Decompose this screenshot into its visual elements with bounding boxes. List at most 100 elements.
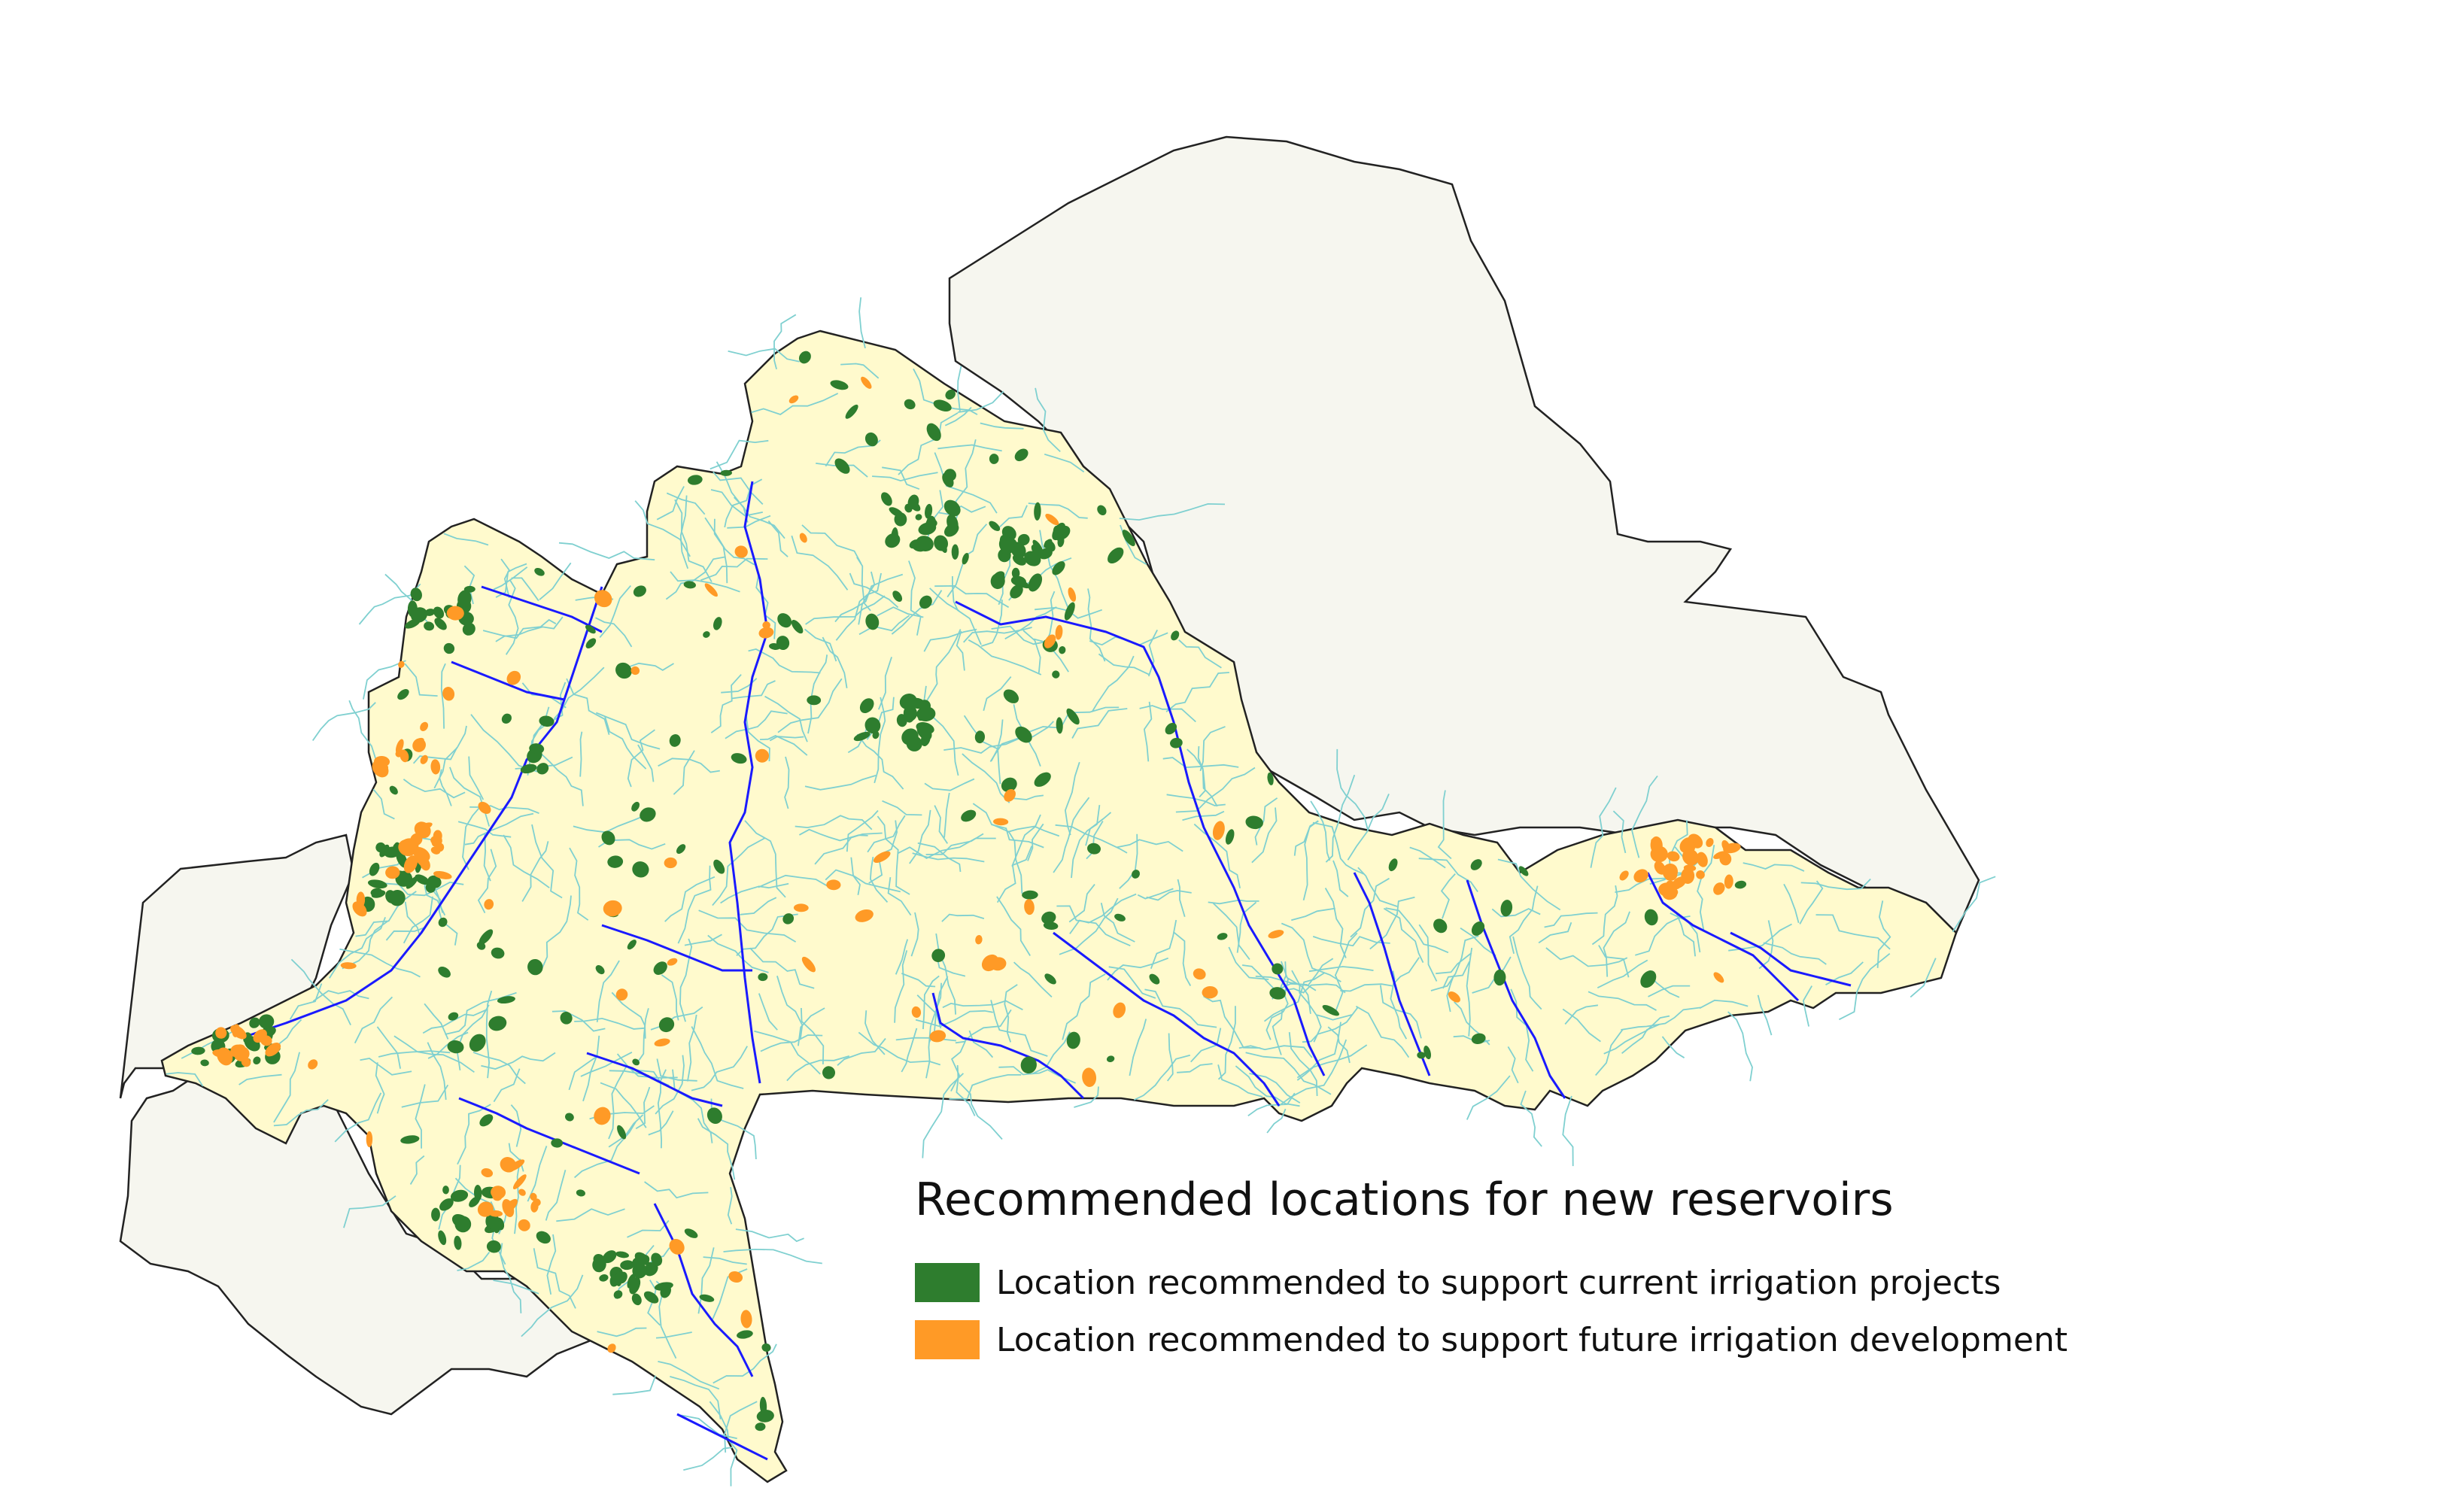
- tributary-stream: [850, 857, 861, 895]
- tributary-stream: [687, 1014, 697, 1082]
- current-irrigation-site: [658, 1017, 675, 1033]
- current-irrigation-site: [1059, 646, 1066, 654]
- current-irrigation-site: [909, 500, 921, 512]
- current-irrigation-site: [1734, 880, 1747, 889]
- current-irrigation-site: [632, 861, 649, 878]
- future-irrigation-site: [442, 687, 455, 701]
- current-irrigation-site: [915, 514, 922, 521]
- tributary-stream: [858, 297, 866, 349]
- tributary-stream: [429, 885, 458, 946]
- tributary-stream: [1800, 878, 1871, 891]
- tributary-stream: [728, 348, 800, 363]
- current-irrigation-site: [595, 965, 605, 975]
- tributary-stream: [422, 1009, 488, 1034]
- future-irrigation-site: [1664, 867, 1678, 882]
- future-irrigation-site: [385, 866, 400, 879]
- tributary-stream: [1044, 453, 1085, 473]
- tributary-stream: [677, 865, 712, 944]
- tributary-stream: [944, 406, 972, 427]
- tributary-stream: [1670, 912, 1701, 953]
- tributary-stream: [874, 697, 886, 784]
- current-irrigation-site: [397, 688, 409, 700]
- tributary-stream: [329, 916, 386, 979]
- tributary-stream: [1697, 845, 1715, 930]
- current-irrigation-site: [534, 567, 545, 576]
- current-irrigation-site: [885, 533, 901, 548]
- future-irrigation-site: [446, 606, 464, 621]
- current-irrigation-site: [1052, 670, 1060, 679]
- tributary-stream: [1011, 814, 1041, 867]
- tributary-stream: [1022, 630, 1041, 673]
- current-irrigation-site: [551, 1138, 564, 1148]
- current-irrigation-site: [407, 600, 418, 618]
- tributary-stream: [949, 1074, 1022, 1100]
- current-irrigation-site: [990, 573, 1005, 590]
- legend-label-future: Location recommended to support future i…: [996, 1320, 2068, 1359]
- tributary-stream: [703, 1256, 747, 1265]
- tributary-stream: [1355, 1006, 1410, 1058]
- tributary-stream: [710, 489, 763, 517]
- future-irrigation-site: [398, 839, 417, 857]
- tributary-stream: [998, 1066, 1076, 1084]
- tributary-stream: [456, 1004, 490, 1071]
- tributary-stream: [404, 901, 421, 936]
- current-irrigation-site: [1043, 921, 1059, 930]
- tributary-stream: [472, 1052, 526, 1085]
- tributary-stream: [664, 876, 716, 922]
- tributary-stream: [1310, 800, 1331, 861]
- current-irrigation-site: [1424, 1046, 1431, 1060]
- current-irrigation-site: [1471, 1033, 1486, 1044]
- tributary-stream: [697, 1118, 736, 1180]
- future-irrigation-site: [873, 851, 891, 864]
- tributary-stream: [943, 736, 1023, 754]
- current-irrigation-site: [1272, 963, 1284, 975]
- legend-item-future-irrigation: Location recommended to support future i…: [915, 1319, 2068, 1360]
- tributary-stream: [834, 573, 904, 623]
- tributary-stream: [495, 616, 564, 642]
- tributary-stream: [670, 1376, 722, 1419]
- future-irrigation-site: [594, 590, 612, 608]
- tributary-stream: [612, 1375, 657, 1395]
- future-irrigation-site: [481, 1168, 494, 1177]
- future-irrigation-site: [607, 1343, 616, 1353]
- current-irrigation-site: [631, 801, 640, 812]
- tributary-stream: [477, 849, 497, 914]
- tributary-stream: [289, 983, 323, 1020]
- tributary-stream: [1266, 1108, 1287, 1134]
- tributary-stream: [1336, 748, 1369, 831]
- tributary-stream: [493, 566, 528, 591]
- current-irrigation-site: [454, 1235, 462, 1250]
- tributary-stream: [723, 1248, 822, 1265]
- tributary-stream: [1134, 1054, 1191, 1101]
- current-irrigation-site: [1470, 859, 1482, 870]
- current-irrigation-site: [703, 631, 710, 638]
- tributary-stream: [710, 674, 742, 733]
- current-irrigation-site: [539, 715, 555, 727]
- tributary-stream: [503, 834, 550, 888]
- tributary-stream: [1564, 1004, 1599, 1025]
- tributary-stream: [1491, 908, 1541, 918]
- tributary-stream: [1087, 588, 1106, 662]
- current-irrigation-site: [438, 917, 448, 928]
- current-irrigation-site: [807, 695, 822, 706]
- future-irrigation-site: [395, 739, 404, 754]
- tributary-stream: [908, 560, 922, 636]
- tributary-stream: [801, 524, 862, 564]
- current-irrigation-site: [501, 713, 512, 724]
- current-irrigation-site: [683, 581, 696, 589]
- future-irrigation-site: [530, 1201, 539, 1213]
- tributary-stream: [683, 1447, 733, 1471]
- current-irrigation-site: [632, 1058, 640, 1066]
- current-irrigation-site: [469, 1034, 486, 1052]
- current-irrigation-site: [687, 475, 703, 485]
- current-irrigation-site: [613, 1290, 623, 1299]
- tributary-stream: [877, 815, 910, 895]
- current-irrigation-site: [1225, 829, 1235, 845]
- current-irrigation-site: [1149, 973, 1160, 985]
- future-irrigation-site: [260, 1035, 272, 1046]
- tributary-stream: [574, 1122, 637, 1179]
- future-irrigation-site: [502, 1199, 515, 1217]
- tributary-stream: [972, 803, 1044, 849]
- tributary-stream: [922, 1073, 965, 1158]
- future-irrigation-site: [420, 754, 428, 764]
